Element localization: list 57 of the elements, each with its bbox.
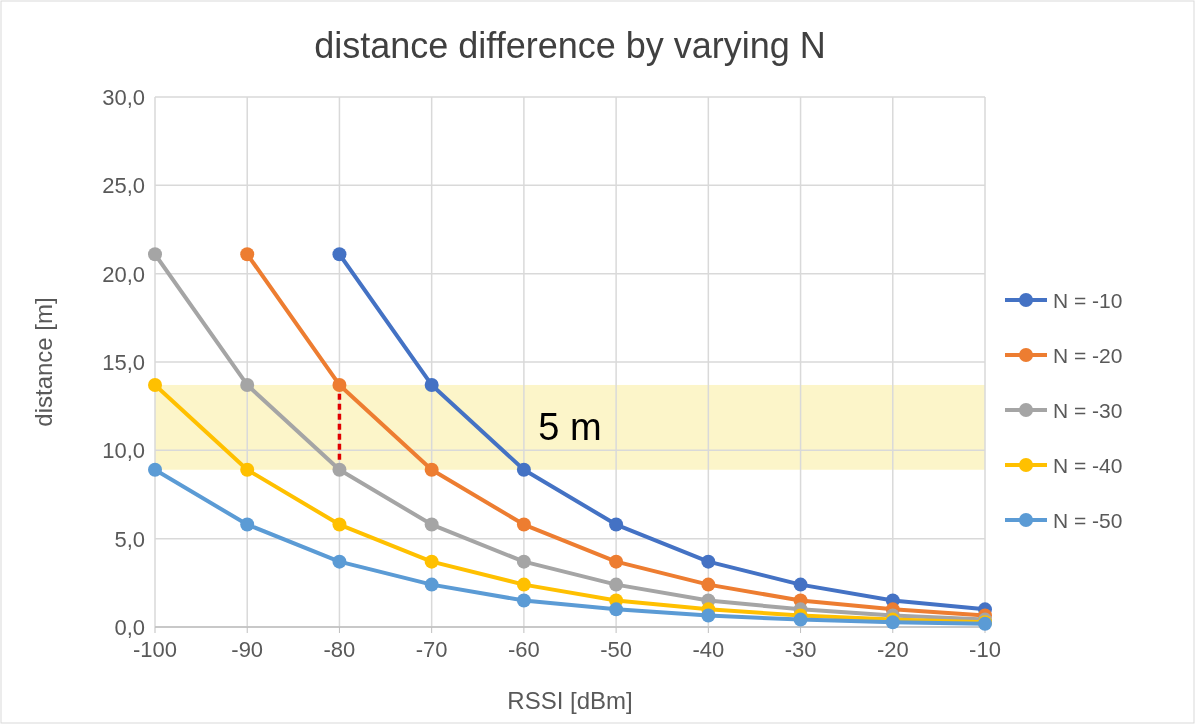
point	[240, 517, 255, 532]
x-tick-label: -30	[784, 637, 817, 662]
point	[609, 554, 624, 569]
y-tick-label: 10,0	[102, 438, 145, 464]
y-tick-label: 15,0	[102, 350, 145, 375]
band-label: 5 m	[538, 406, 602, 449]
point	[793, 577, 808, 592]
point	[609, 517, 624, 532]
x-tick-label: -20	[876, 637, 909, 662]
legend-label: N = -40	[1053, 454, 1123, 477]
point	[332, 554, 347, 569]
legend-label: N = -50	[1053, 509, 1123, 532]
point	[516, 554, 531, 569]
x-tick-label: -100	[132, 637, 178, 662]
x-tick-label: -60	[507, 637, 540, 662]
legend-label: N = -20	[1053, 344, 1123, 367]
point	[609, 577, 624, 592]
legend-label: N = -30	[1053, 399, 1123, 422]
point	[609, 602, 624, 617]
point	[148, 377, 162, 392]
x-tick-label: -80	[323, 637, 356, 662]
point	[148, 462, 162, 477]
point	[240, 462, 255, 477]
point	[332, 462, 347, 477]
point	[516, 462, 531, 477]
point	[516, 517, 531, 532]
y-tick-label: 5,0	[114, 526, 145, 552]
point	[332, 517, 347, 532]
y-axis-title: distance [m]	[30, 297, 57, 427]
chart-title: distance difference by varying N	[314, 25, 826, 66]
y-tick-label: 20,0	[102, 261, 145, 287]
point	[424, 517, 439, 532]
point	[332, 247, 347, 262]
point	[148, 247, 162, 262]
point	[424, 554, 439, 569]
y-tick-label: 30,0	[102, 85, 145, 110]
y-tick-label: 0,0	[114, 615, 145, 640]
x-tick-label: -90	[231, 637, 264, 662]
x-tick-label: -50	[600, 637, 633, 662]
point	[701, 608, 716, 623]
x-tick-label: -10	[969, 637, 1001, 662]
x-tick-label: -70	[415, 637, 448, 662]
point	[424, 462, 439, 477]
point	[332, 377, 347, 392]
point	[240, 377, 255, 392]
point	[793, 612, 808, 627]
legend-label: N = -10	[1053, 289, 1123, 312]
point	[701, 554, 716, 569]
point	[701, 577, 716, 592]
x-axis-title: RSSI [dBm]	[507, 687, 633, 714]
y-tick-label: 25,0	[102, 173, 145, 199]
point	[240, 247, 255, 262]
point	[424, 577, 439, 592]
point	[516, 593, 531, 608]
point	[424, 377, 439, 392]
point	[516, 577, 531, 592]
x-tick-label: -40	[692, 637, 725, 662]
